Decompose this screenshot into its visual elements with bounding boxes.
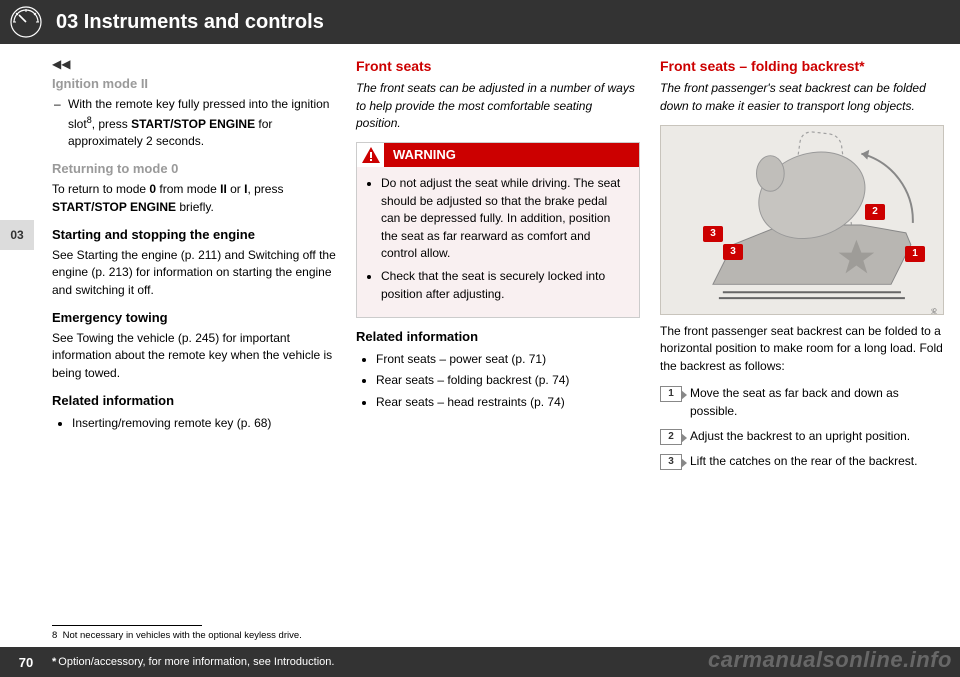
- text: from mode: [156, 182, 220, 196]
- folding-backrest-intro: The front passenger's seat backrest can …: [660, 80, 944, 115]
- figure-caption: The front passenger seat backrest can be…: [660, 323, 944, 375]
- text: To return to mode: [52, 182, 149, 196]
- ignition-list: With the remote key fully pressed into t…: [52, 96, 336, 150]
- warning-header: WARNING: [357, 143, 639, 167]
- related-heading-1: Related information: [52, 392, 336, 411]
- step-text: Adjust the backrest to an upright positi…: [690, 428, 910, 445]
- text: or: [227, 182, 244, 196]
- footer-text: Option/accessory, for more information, …: [58, 656, 334, 668]
- front-seats-heading: Front seats: [356, 56, 640, 76]
- gauge-icon: [0, 0, 52, 44]
- related-list-2: Front seats – power seat (p. 71) Rear se…: [356, 351, 640, 411]
- warning-body: Do not adjust the seat while driving. Th…: [357, 167, 639, 317]
- step-badge-icon: 3: [660, 454, 682, 470]
- ignition-list-item: With the remote key fully pressed into t…: [68, 96, 336, 150]
- folding-backrest-heading: Front seats – folding backrest*: [660, 56, 944, 76]
- text: briefly.: [176, 200, 214, 214]
- seat-figure: 1 2 3 3 G032696: [660, 125, 944, 315]
- text: , press: [247, 182, 283, 196]
- step-badge-icon: 1: [660, 386, 682, 402]
- text: , press: [92, 117, 131, 131]
- callout-badge-3a: 3: [703, 226, 723, 242]
- footnote-rule: [52, 625, 202, 626]
- callout-badge-2: 2: [865, 204, 885, 220]
- column-3: Front seats – folding backrest* The fron…: [660, 56, 944, 623]
- starting-heading: Starting and stopping the engine: [52, 226, 336, 245]
- step-text: Move the seat as far back and down as po…: [690, 385, 944, 420]
- step-badge-icon: 2: [660, 429, 682, 445]
- page-header: 03 Instruments and controls: [0, 0, 960, 44]
- footnote-text: Not necessary in vehicles with the optio…: [63, 630, 302, 641]
- step-text: Lift the catches on the rear of the back…: [690, 453, 917, 470]
- list-item: Rear seats – folding backrest (p. 74): [376, 372, 640, 389]
- column-2: Front seats The front seats can be adjus…: [356, 56, 640, 623]
- text-bold: START/STOP ENGINE: [131, 117, 255, 131]
- footnote-area: 8 Not necessary in vehicles with the opt…: [52, 621, 552, 641]
- footer-star: *: [52, 656, 56, 668]
- footnote-mark: 8: [52, 630, 57, 641]
- list-item: Front seats – power seat (p. 71): [376, 351, 640, 368]
- figure-code: G032696: [931, 308, 941, 315]
- warning-item: Check that the seat is securely locked i…: [381, 268, 629, 303]
- chapter-side-tab: 03: [0, 220, 34, 250]
- ignition-mode-heading: Ignition mode II: [52, 75, 336, 94]
- returning-heading: Returning to mode 0: [52, 160, 336, 179]
- related-heading-2: Related information: [356, 328, 640, 347]
- warning-box: WARNING Do not adjust the seat while dri…: [356, 142, 640, 318]
- text-bold: II: [220, 182, 227, 196]
- callout-badge-3b: 3: [723, 244, 743, 260]
- step-1: 1 Move the seat as far back and down as …: [660, 385, 944, 420]
- text-bold: START/STOP ENGINE: [52, 200, 176, 214]
- chapter-title: 03 Instruments and controls: [56, 11, 324, 34]
- related-list-1: Inserting/removing remote key (p. 68): [52, 415, 336, 432]
- page-footer: 70 * Option/accessory, for more informat…: [0, 647, 960, 677]
- front-seats-intro: The front seats can be adjusted in a num…: [356, 80, 640, 132]
- list-item: Inserting/removing remote key (p. 68): [72, 415, 336, 432]
- warning-triangle-icon: [357, 143, 385, 167]
- emergency-heading: Emergency towing: [52, 309, 336, 328]
- list-item: Rear seats – head restraints (p. 74): [376, 394, 640, 411]
- footnote: 8 Not necessary in vehicles with the opt…: [52, 630, 552, 641]
- warning-item: Do not adjust the seat while driving. Th…: [381, 175, 629, 262]
- column-1: ◀◀ Ignition mode II With the remote key …: [52, 56, 336, 623]
- starting-body: See Starting the engine (p. 211) and Swi…: [52, 247, 336, 299]
- step-2: 2 Adjust the backrest to an upright posi…: [660, 428, 944, 445]
- returning-body: To return to mode 0 from mode II or I, p…: [52, 181, 336, 216]
- page-number: 70: [0, 655, 52, 670]
- continuation-icon: ◀◀: [52, 56, 336, 73]
- callout-badge-1: 1: [905, 246, 925, 262]
- emergency-body: See Towing the vehicle (p. 245) for impo…: [52, 330, 336, 382]
- warning-label: WARNING: [393, 146, 456, 165]
- content-area: ◀◀ Ignition mode II With the remote key …: [52, 56, 944, 623]
- step-3: 3 Lift the catches on the rear of the ba…: [660, 453, 944, 470]
